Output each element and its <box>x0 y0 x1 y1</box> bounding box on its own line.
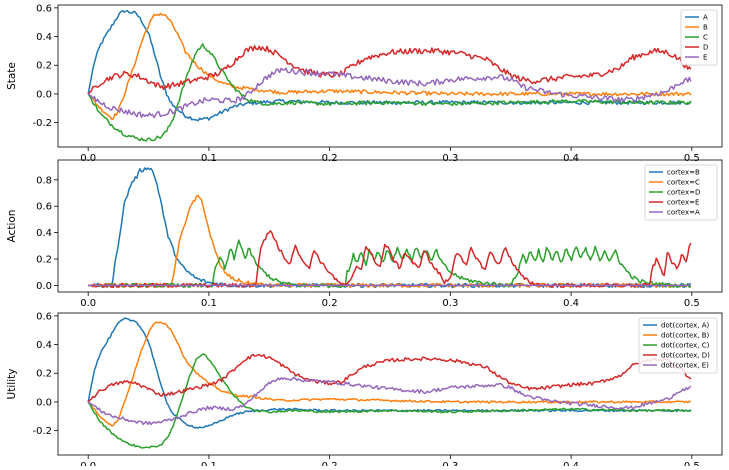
x-tick-label: 0.1 <box>201 153 217 164</box>
y-tick-label: -0.2 <box>32 118 52 129</box>
x-tick-label: 0.3 <box>442 298 458 309</box>
series-line-d <box>87 45 692 95</box>
series-line-dot-cortex-e- <box>87 376 692 426</box>
x-tick-label: 0.2 <box>322 298 338 309</box>
legend-label: dot(cortex, D) <box>661 352 710 360</box>
axes-frame <box>57 4 723 148</box>
y-tick-label: -0.2 <box>32 426 52 437</box>
y-axis-label: State <box>6 62 18 90</box>
x-tick-label: 0.4 <box>563 298 579 309</box>
x-tick-label: 0.1 <box>201 298 217 309</box>
legend-label: cortex=D <box>667 189 700 197</box>
legend-box <box>644 164 718 221</box>
legend-label: C <box>703 34 708 42</box>
legend-label: dot(cortex, B) <box>661 332 710 340</box>
x-tick-label: 0.0 <box>80 298 96 309</box>
legend-label: cortex=E <box>667 199 699 207</box>
series-lines <box>87 317 692 449</box>
x-tick-label: 0.5 <box>684 153 700 164</box>
y-tick-label: 0.6 <box>36 202 52 213</box>
x-tick-label: 0.4 <box>563 153 579 164</box>
y-tick-label: 0.0 <box>36 281 52 292</box>
legend-label: B <box>703 24 708 32</box>
y-tick-label: 0.4 <box>36 32 52 43</box>
y-axis-label: Utility <box>6 369 18 400</box>
y-tick-label: 0.6 <box>36 311 52 322</box>
chart-panel-2: 0.0 0.1 0.2 0.3 0.4 0.5 0.0 0.2 0.4 0.6 0.8 Action c… <box>6 159 723 309</box>
series-line-c <box>87 43 692 142</box>
series-line-cortex-d <box>88 239 692 289</box>
y-tick-label: 0.2 <box>36 61 52 72</box>
series-line-cortex-b <box>88 167 691 289</box>
axes-frame <box>57 312 723 456</box>
y-tick-label: 0.4 <box>36 340 52 351</box>
series-lines <box>88 167 692 289</box>
x-tick-label: 0.1 <box>201 461 217 466</box>
chart-panel-3: 0.0 0.1 0.2 0.3 0.4 0.5 -0.2 0.0 0.2 0.4 0.6 Utilit… <box>6 311 723 470</box>
series-line-b <box>87 12 692 121</box>
y-tick-label: 0.4 <box>36 228 52 239</box>
x-tick-label: 0.5 <box>684 461 700 466</box>
y-tick-label: 0.0 <box>36 89 52 100</box>
x-tick-label: 0.2 <box>322 461 338 466</box>
x-tick-label: 0.3 <box>442 153 458 164</box>
y-tick-label: 0.0 <box>36 397 52 408</box>
x-tick-label: 0.5 <box>684 298 700 309</box>
series-line-dot-cortex-b- <box>87 321 692 427</box>
legend: cortex=B cortex=C cortex=D cortex=E cortex=A <box>644 164 718 221</box>
y-tick-label: 0.6 <box>36 3 52 14</box>
legend-label: cortex=B <box>667 169 700 177</box>
x-tick-label: 0.3 <box>442 461 458 466</box>
legend-label: D <box>703 44 708 52</box>
x-tick-label: 0.2 <box>322 153 338 164</box>
series-lines <box>87 9 692 142</box>
axes-frame <box>57 159 723 293</box>
legend-label: cortex=C <box>667 179 700 187</box>
x-tick-label: 0.0 <box>80 461 96 466</box>
legend-label: dot(cortex, C) <box>661 342 710 350</box>
x-tick-label: 0.4 <box>563 461 579 466</box>
series-line-cortex-c <box>88 194 691 289</box>
legend-label: E <box>703 54 707 62</box>
y-tick-label: 0.8 <box>36 175 52 186</box>
y-tick-label: 0.2 <box>36 255 52 266</box>
y-axis-label: Action <box>6 210 18 243</box>
legend-label: dot(cortex, E) <box>661 362 709 370</box>
legend-box <box>638 317 718 374</box>
y-tick-label: 0.2 <box>36 369 52 380</box>
series-line-dot-cortex-d- <box>87 353 692 403</box>
legend-label: cortex=A <box>667 209 700 217</box>
series-line-dot-cortex-c- <box>87 353 692 449</box>
legend-label: A <box>703 14 708 22</box>
series-line-e <box>87 67 692 119</box>
x-tick-label: 0.0 <box>80 153 96 164</box>
legend-label: dot(cortex, A) <box>661 322 710 330</box>
chart-panel-1: 0.0 0.1 0.2 0.3 0.4 0.5 -0.2 0.0 0.2 0.4 0.6 State A… <box>6 3 723 164</box>
legend: dot(cortex, A) dot(cortex, B) dot(cortex, … <box>638 317 718 374</box>
